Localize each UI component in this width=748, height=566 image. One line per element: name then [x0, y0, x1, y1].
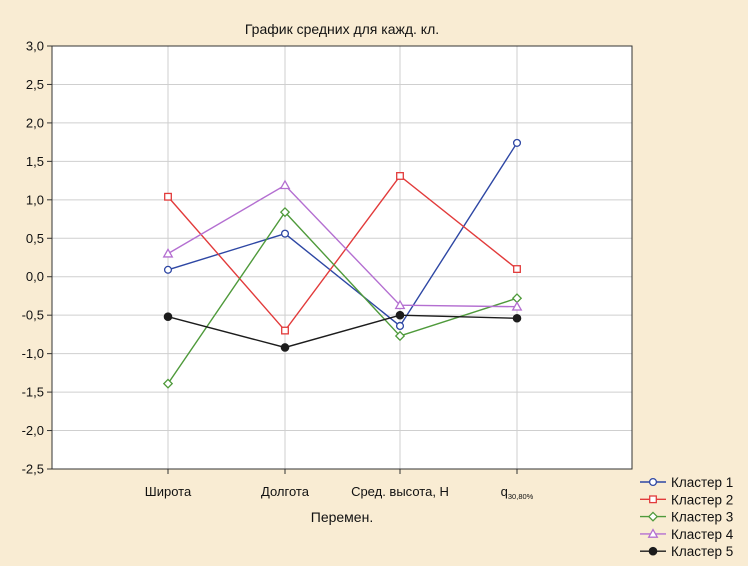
y-tick-label: 0,5	[26, 231, 44, 246]
data-point	[280, 343, 290, 352]
data-point	[395, 310, 405, 320]
legend-marker	[649, 495, 657, 504]
legend-label: Кластер 5	[671, 544, 733, 559]
legend-item: Кластер 2	[640, 492, 733, 507]
series-line	[167, 314, 518, 349]
data-point	[163, 312, 173, 322]
legend-marker	[647, 511, 659, 522]
series-layer	[162, 138, 523, 389]
y-tick-label: 0,0	[26, 269, 44, 284]
data-point	[395, 321, 405, 330]
legend-item: Кластер 3	[640, 510, 733, 525]
data-point	[394, 299, 406, 310]
legend-label: Кластер 4	[671, 527, 734, 542]
legend-marker	[647, 528, 659, 538]
legend-item: Кластер 4	[640, 527, 734, 542]
y-tick-label: 2,0	[26, 115, 44, 130]
y-tick-label: 3,0	[26, 39, 44, 54]
data-point	[163, 265, 173, 274]
legend-item: Кластер 1	[640, 475, 733, 490]
series-line	[167, 174, 518, 332]
y-tick-label: -0,5	[22, 308, 44, 323]
legend-item: Кластер 5	[640, 544, 733, 559]
legend-label: Кластер 1	[671, 475, 733, 490]
plot-area	[51, 45, 633, 470]
grid-lines	[52, 45, 632, 470]
y-tick-label: -1,5	[22, 385, 44, 400]
y-tick-label: 1,0	[26, 192, 44, 207]
data-point	[162, 248, 174, 258]
x-tick-label: q30,80%	[501, 484, 534, 501]
legend-label: Кластер 2	[671, 492, 733, 507]
legend: Кластер 1 Кластер 2 Кластер 3 Кластер 4 Клас…	[640, 475, 734, 559]
data-point	[512, 313, 522, 323]
data-point	[394, 330, 406, 342]
series-line	[167, 142, 518, 327]
axes: 3,0 2,5 2,0 1,5 1,0 0,5 0,0 -0,5 -1,0 -1,5 -2,0 -2,…	[22, 39, 534, 502]
legend-marker	[648, 477, 658, 487]
data-point	[513, 265, 521, 273]
data-point	[164, 192, 172, 201]
legend-label: Кластер 3	[671, 510, 733, 525]
y-tick-label: -1,0	[22, 346, 44, 361]
x-tick-label: Сред. высота, Н	[351, 484, 449, 499]
series-1	[163, 138, 522, 330]
series-4	[162, 179, 523, 311]
x-axis-label: Перемен.	[311, 509, 373, 525]
data-point	[162, 378, 174, 389]
data-point	[512, 138, 522, 147]
y-tick-label: 1,5	[26, 154, 44, 169]
y-tick-label: -2,5	[22, 462, 44, 477]
series-5	[163, 310, 522, 352]
series-line	[167, 184, 518, 308]
data-point	[279, 207, 291, 218]
data-point	[279, 179, 291, 190]
data-point	[281, 326, 289, 335]
y-tick-label: 2,5	[26, 77, 44, 92]
x-tick-label: Широта	[145, 484, 192, 499]
series-2	[164, 172, 521, 335]
data-point	[280, 229, 290, 238]
x-tick-label: Долгота	[261, 484, 310, 499]
y-tick-label: -2,0	[22, 423, 44, 438]
data-point	[511, 301, 523, 311]
data-point	[396, 172, 404, 180]
legend-marker	[648, 546, 658, 556]
chart-title: График средних для кажд. кл.	[245, 21, 439, 37]
